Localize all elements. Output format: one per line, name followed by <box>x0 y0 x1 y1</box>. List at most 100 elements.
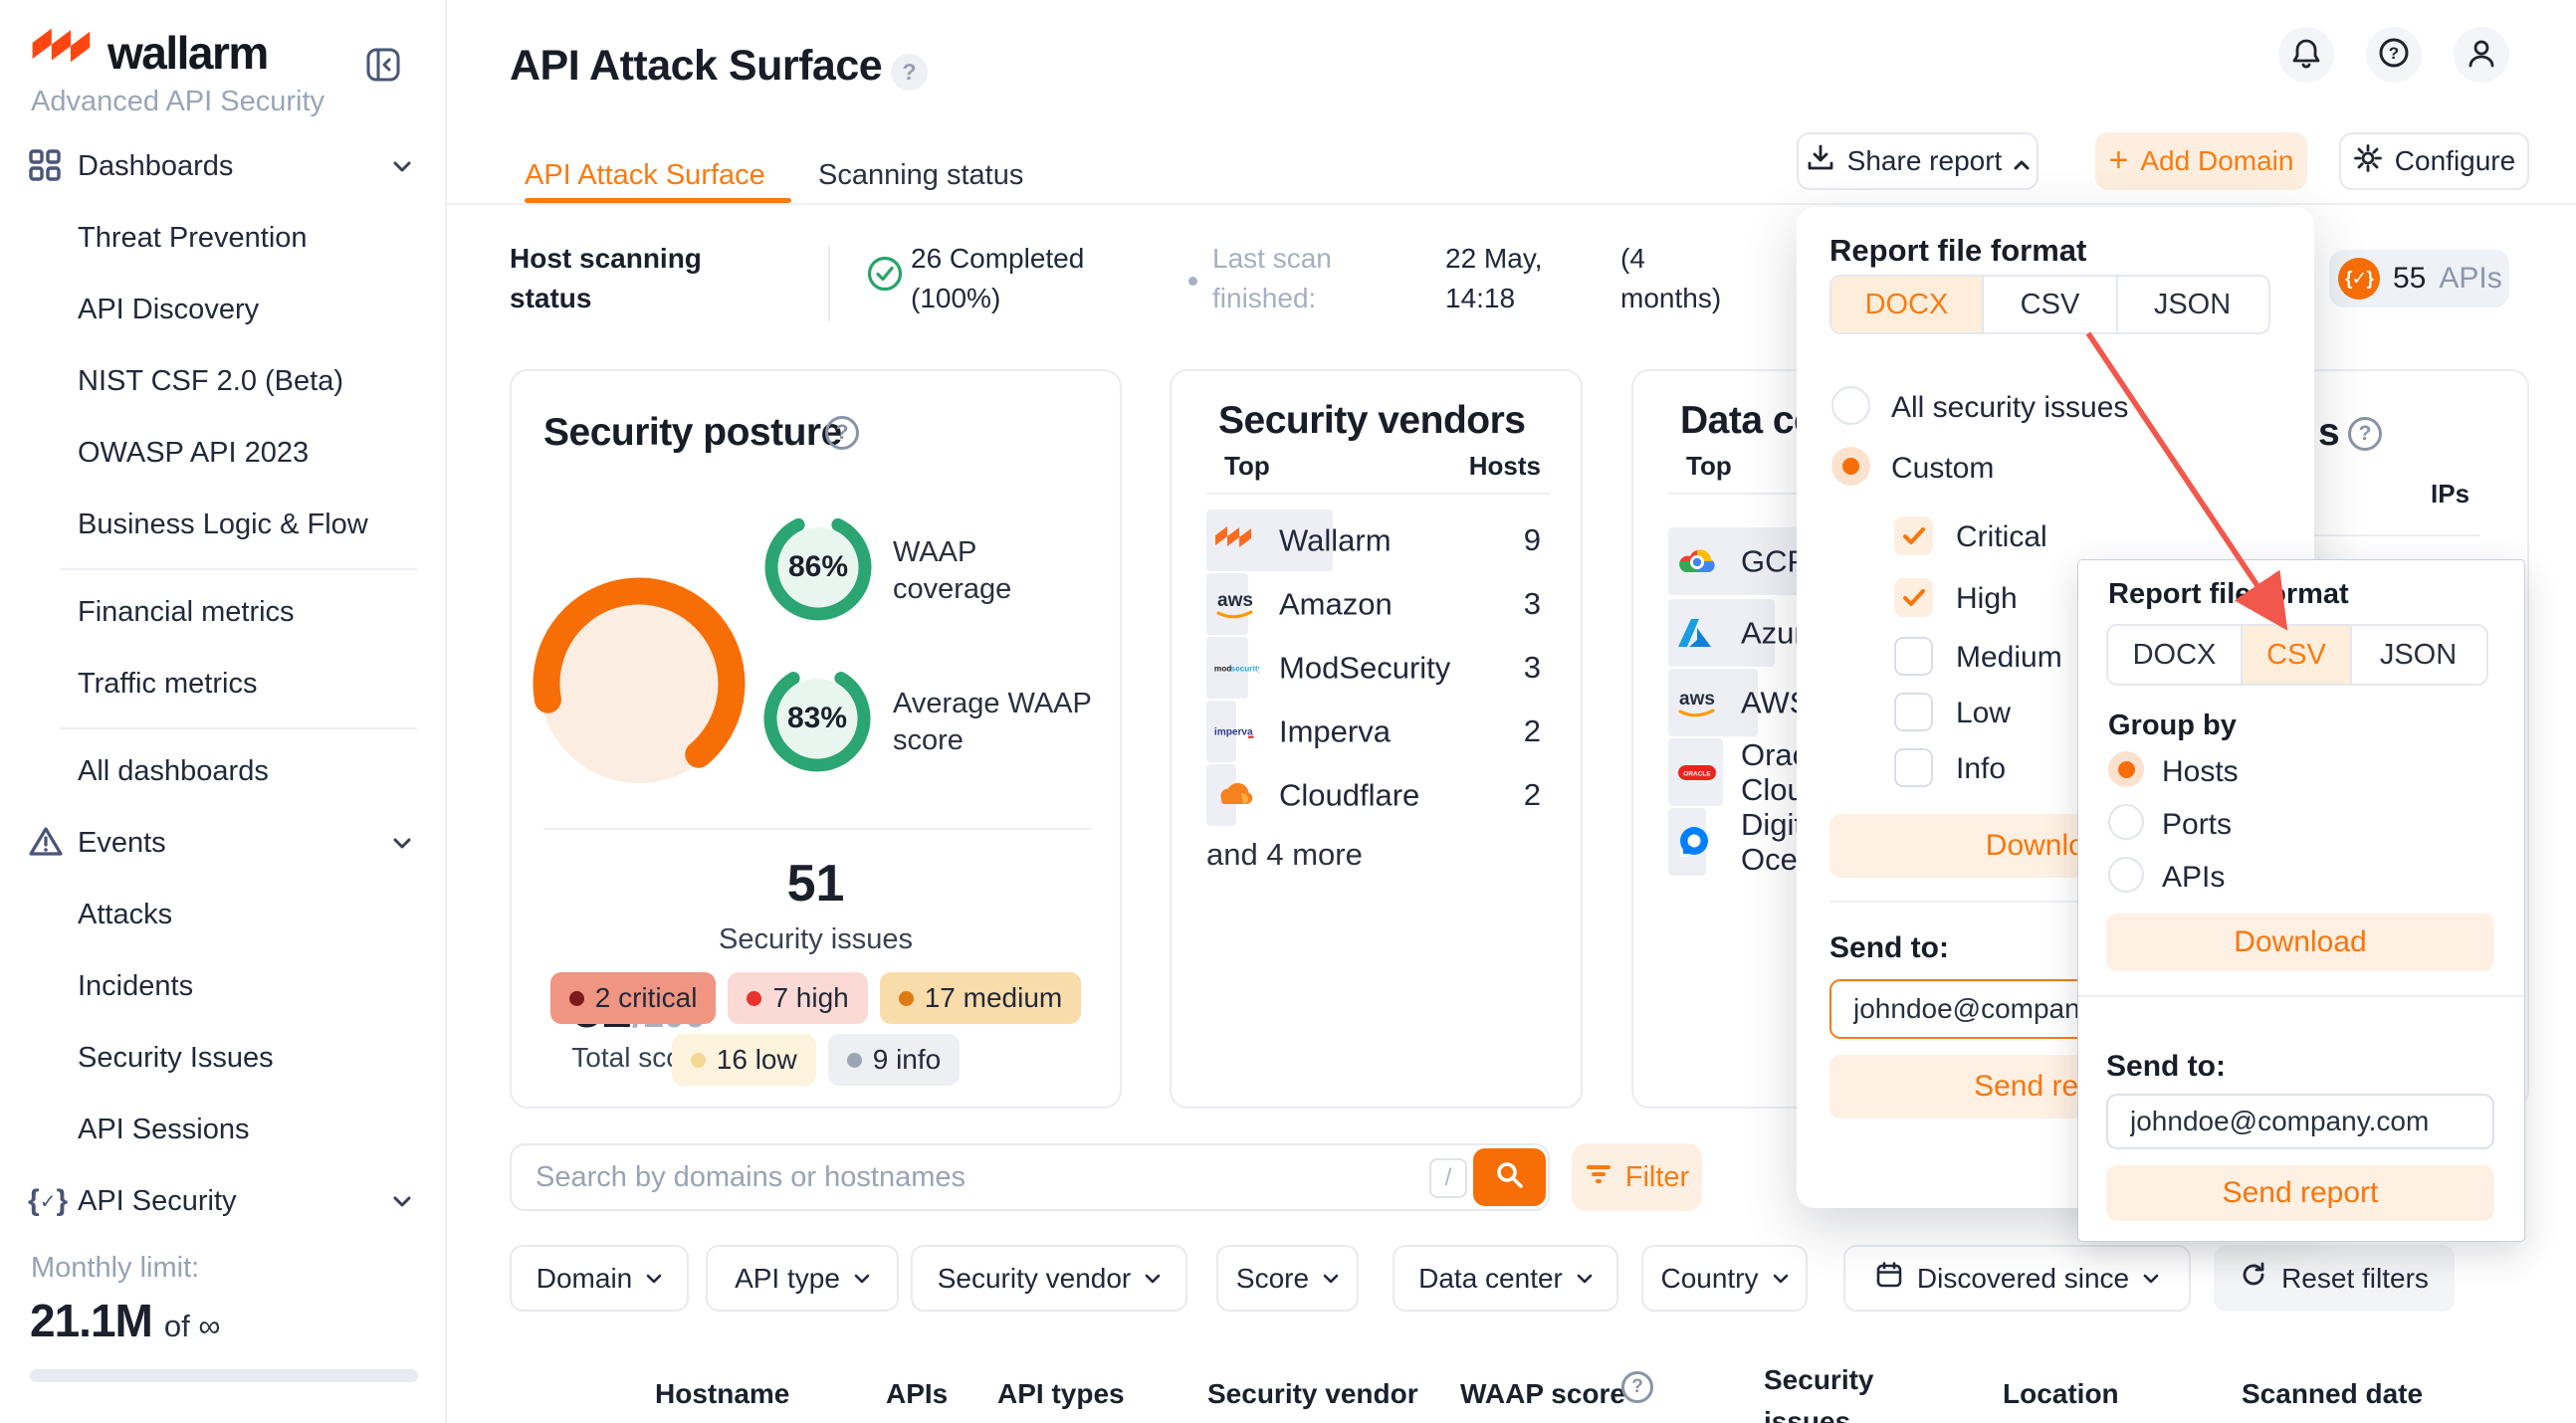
wallarm-logo-icon <box>1213 520 1259 560</box>
posture-help-icon[interactable]: ? <box>825 416 859 450</box>
security-vendors-card: Security vendors Top Hosts Wallarm 9 aws… <box>1170 369 1583 1109</box>
page-help-icon[interactable]: ? <box>891 54 928 91</box>
sidebar-item-security-issues[interactable]: Security Issues <box>78 1041 274 1074</box>
send-report-button-zoom[interactable]: Send report <box>2106 1165 2494 1221</box>
format-json[interactable]: JSON <box>2116 277 2266 332</box>
last-scan-date: 22 May, 14:18 <box>1445 243 1543 313</box>
sidebar-item-threat-prevention[interactable]: Threat Prevention <box>78 221 308 254</box>
share-report-button[interactable]: Share report <box>1797 132 2039 190</box>
radio-group-hosts[interactable] <box>2108 751 2144 787</box>
col-api-types: API types <box>997 1378 1125 1409</box>
braces-check-badge-icon: {✓} <box>2338 258 2380 300</box>
sidebar-item-attacks[interactable]: Attacks <box>78 898 173 930</box>
monthly-limit-progress <box>30 1369 418 1382</box>
sidebar-item-dashboards[interactable]: Dashboards <box>0 130 447 202</box>
checkbox-low[interactable] <box>1894 693 1933 731</box>
medium-badge: 17 medium <box>879 972 1082 1024</box>
col-waap-score: WAAP score <box>1460 1378 1625 1409</box>
checkbox-info[interactable] <box>1894 748 1933 787</box>
grid-icon <box>28 148 64 184</box>
chevron-down-icon <box>1323 1274 1339 1283</box>
dropdown-divider <box>1829 901 2274 903</box>
last-scan-ago: (4 months) <box>1620 243 1722 313</box>
chip-api-type[interactable]: API type <box>706 1245 899 1312</box>
search-icon <box>1493 1158 1527 1197</box>
help-button[interactable]: ? <box>2366 27 2422 83</box>
sidebar-item-events[interactable]: Events <box>0 807 447 879</box>
search-input[interactable] <box>536 1145 1411 1209</box>
chevron-down-icon <box>393 1195 411 1207</box>
chevron-down-icon <box>393 160 411 172</box>
chip-score[interactable]: Score <box>1216 1245 1359 1312</box>
monthly-limit-label: Monthly limit: <box>31 1252 200 1284</box>
send-to-email-field-zoom[interactable] <box>2106 1094 2494 1149</box>
format-csv[interactable]: CSV <box>1982 277 2116 332</box>
reset-filters-button[interactable]: Reset filters <box>2214 1245 2455 1312</box>
checkbox-medium[interactable] <box>1894 637 1933 676</box>
total-score-donut <box>510 554 768 818</box>
aws-logo-icon: aws <box>1675 683 1721 722</box>
ips-card-help-icon[interactable]: ? <box>2348 417 2382 451</box>
svg-text:?: ? <box>2389 44 2399 63</box>
checkbox-critical[interactable] <box>1894 516 1933 555</box>
sidebar-item-owasp-api[interactable]: OWASP API 2023 <box>78 436 310 469</box>
format-docx[interactable]: DOCX <box>1831 277 1982 332</box>
add-domain-button[interactable]: + Add Domain <box>2095 132 2307 190</box>
sidebar-item-api-discovery[interactable]: API Discovery <box>78 293 260 325</box>
svg-text:imperva: imperva <box>1214 727 1253 738</box>
radio-all-security-issues[interactable] <box>1831 386 1870 425</box>
format-csv-zoom[interactable]: CSV <box>2241 626 2350 684</box>
search-bar: / <box>510 1143 1550 1211</box>
sidebar-item-traffic-metrics[interactable]: Traffic metrics <box>78 667 258 700</box>
ips-card-title-fragment: s <box>2318 411 2340 454</box>
radio-custom[interactable] <box>1831 447 1870 486</box>
chip-discovered-since[interactable]: Discovered since <box>1843 1245 2191 1312</box>
svg-text:security: security <box>1230 665 1259 674</box>
tab-scanning-status[interactable]: Scanning status <box>818 159 1024 191</box>
chip-domain[interactable]: Domain <box>510 1245 689 1312</box>
sidebar-collapse-icon[interactable] <box>364 46 402 84</box>
format-segmented-control-zoom: DOCX CSV JSON <box>2106 624 2488 686</box>
monthly-limit-value: 21.1M <box>30 1295 153 1346</box>
account-button[interactable] <box>2454 27 2509 83</box>
calendar-icon <box>1875 1261 1903 1296</box>
slash-shortcut-key: / <box>1429 1158 1467 1198</box>
format-json-zoom[interactable]: JSON <box>2350 626 2484 684</box>
sidebar-item-api-sessions[interactable]: API Sessions <box>78 1113 250 1145</box>
vendor-row-cloudflare: Cloudflare 2 <box>1172 764 1581 826</box>
format-docx-zoom[interactable]: DOCX <box>2108 626 2241 684</box>
last-scan-label: Last scan finished: <box>1212 243 1332 313</box>
sidebar-item-all-dashboards[interactable]: All dashboards <box>78 754 269 787</box>
filter-button[interactable]: Filter <box>1572 1143 1702 1211</box>
brand-subtitle: Advanced API Security <box>31 86 324 117</box>
tabs-divider <box>447 203 2576 205</box>
vendors-more-link[interactable]: and 4 more <box>1206 837 1363 872</box>
imperva-logo-icon: imperva <box>1213 712 1259 751</box>
sidebar-item-financial-metrics[interactable]: Financial metrics <box>78 595 295 628</box>
waap-score-help-icon[interactable]: ? <box>1621 1371 1653 1403</box>
tab-api-attack-surface[interactable]: API Attack Surface <box>525 159 765 191</box>
warning-triangle-icon <box>28 825 64 861</box>
notifications-button[interactable] <box>2278 27 2334 83</box>
radio-group-ports[interactable] <box>2108 804 2144 840</box>
sidebar-item-api-security[interactable]: {✓} API Security <box>0 1165 447 1237</box>
info-badge: 9 info <box>827 1034 961 1086</box>
sidebar-item-incidents[interactable]: Incidents <box>78 969 194 1002</box>
main-content: API Attack Surface ? ? API Attack Surfac… <box>447 0 2576 1423</box>
chip-security-vendor[interactable]: Security vendor <box>911 1245 1187 1312</box>
avg-waap-ring <box>757 659 877 783</box>
col-security-issues: Security issues <box>1764 1364 1874 1423</box>
radio-group-apis[interactable] <box>2108 857 2144 893</box>
download-button-zoom[interactable]: Download <box>2106 914 2494 971</box>
configure-button[interactable]: Configure <box>2339 132 2529 190</box>
chip-data-center[interactable]: Data center <box>1393 1245 1618 1312</box>
sidebar-item-business-logic[interactable]: Business Logic & Flow <box>78 508 368 540</box>
checkbox-high[interactable] <box>1894 578 1933 617</box>
chip-country[interactable]: Country <box>1641 1245 1808 1312</box>
sidebar-nav: Dashboards Threat Prevention API Discove… <box>0 130 447 1237</box>
page-title: API Attack Surface <box>510 42 883 90</box>
search-button[interactable] <box>1473 1148 1546 1206</box>
chevron-down-icon <box>1145 1274 1161 1283</box>
svg-text:mod: mod <box>1214 665 1231 674</box>
sidebar-item-nist-csf[interactable]: NIST CSF 2.0 (Beta) <box>78 364 343 397</box>
